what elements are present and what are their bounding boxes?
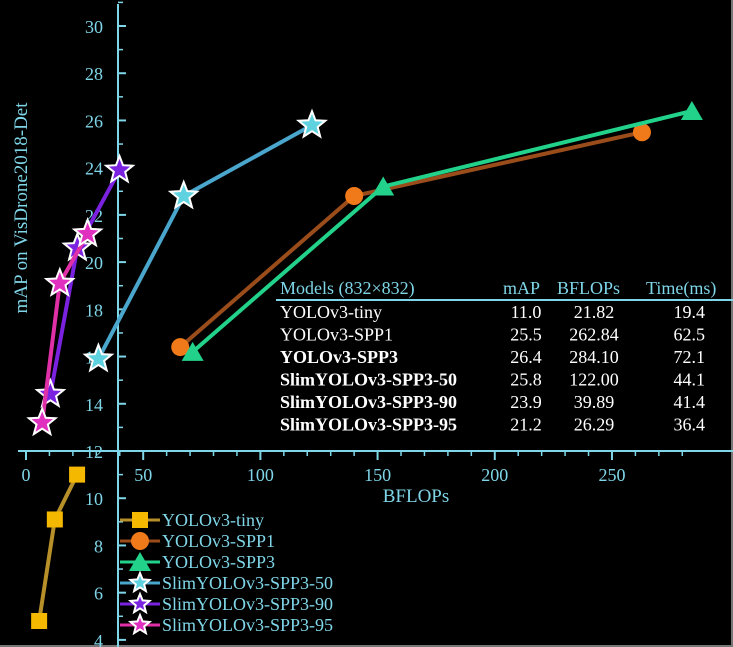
table-header: Time(ms) [646,278,716,299]
x-tick-label: 250 [598,465,625,485]
table-cell-time: 41.4 [674,392,706,412]
table-cell-bflops: 21.82 [574,302,615,322]
y-tick-label: 4 [94,631,103,647]
table-cell-time: 44.1 [674,370,706,390]
series-3-point-2 [295,108,328,139]
legend-marker-4 [127,591,153,615]
table-header: mAP [503,278,540,298]
table-cell-bflops: 122.00 [569,370,619,390]
table-cell-bflops: 26.29 [574,415,615,435]
series-2-point-2 [680,101,703,120]
series-5-point-0 [26,405,59,437]
legend-label: YOLOv3-SPP1 [162,531,275,551]
table-cell-model: SlimYOLOv3-SPP3-50 [280,370,457,390]
series-line-0 [37,473,79,622]
legend-label: YOLOv3-tiny [162,510,264,530]
legend-marker-3 [127,570,153,594]
legend-label: SlimYOLOv3-SPP3-50 [162,573,333,593]
table-cell-bflops: 39.89 [574,392,615,412]
series-1-point-1 [345,187,364,205]
series-2-point-1 [372,176,395,196]
y-tick-label: 30 [85,17,103,37]
table-cell-map: 26.4 [510,347,542,367]
series-0-point-2 [69,466,86,483]
table-cell-time: 19.4 [674,302,706,322]
y-tick-label: 12 [85,442,103,462]
series-line-2 [191,109,693,354]
series-0-point-1 [46,511,63,528]
x-tick-label: 0 [22,465,31,485]
x-tick-label: 150 [364,465,391,485]
y-tick-label: 24 [85,159,103,179]
series-3-point-0 [82,342,115,373]
legend-marker-5 [127,612,153,636]
table-header: Models (832×832) [280,278,415,299]
x-tick-label: 50 [134,465,152,485]
table-cell-map: 25.8 [510,370,542,390]
y-tick-label: 26 [85,111,103,131]
table-cell-model: SlimYOLOv3-SPP3-95 [280,415,457,435]
legend-label: SlimYOLOv3-SPP3-95 [162,615,333,635]
series-2-point-0 [181,341,204,361]
y-tick-label: 28 [85,64,103,84]
legend-marker-1 [131,532,149,550]
table-cell-bflops: 262.84 [569,325,619,345]
y-tick-label: 20 [85,253,103,273]
legend-label: SlimYOLOv3-SPP3-90 [162,594,333,614]
table-cell-time: 62.5 [674,325,706,345]
series-4-point-2 [103,153,136,184]
y-tick-label: 10 [85,489,103,509]
series-5-point-2 [71,217,104,248]
table-cell-model: YOLOv3-tiny [280,302,382,322]
table-header: BFLOPs [557,278,620,298]
table-cell-model: SlimYOLOv3-SPP3-90 [280,392,457,412]
series-1-point-2 [632,123,651,142]
legend-marker-2 [129,552,151,571]
series-1-point-0 [171,338,190,357]
x-axis-label: BFLOPs [383,486,450,507]
series-0-point-0 [31,613,48,629]
series-line-1 [178,130,643,349]
x-tick-label: 100 [247,465,274,485]
series-5-point-1 [43,266,76,297]
table-cell-model: YOLOv3-SPP3 [280,347,398,367]
table-cell-model: YOLOv3-SPP1 [280,325,393,345]
series-4-point-0 [34,377,67,408]
table-cell-time: 36.4 [674,415,706,435]
legend-label: YOLOv3-SPP3 [162,552,275,572]
table-cell-map: 25.5 [510,325,542,345]
legend-marker-0 [132,512,148,528]
table-cell-time: 72.1 [674,347,706,367]
table-cell-bflops: 284.10 [569,347,619,367]
table-cell-map: 11.0 [511,302,542,322]
y-tick-label: 14 [85,395,103,415]
table-cell-map: 23.9 [510,392,542,412]
y-tick-label: 8 [94,536,103,556]
y-tick-label: 18 [85,300,103,320]
series-3-point-1 [167,179,200,210]
y-axis-label: mAP on VisDrone2018-Det [11,102,32,314]
x-tick-label: 200 [481,465,508,485]
y-tick-label: 6 [94,584,103,604]
table-cell-map: 21.2 [510,415,542,435]
